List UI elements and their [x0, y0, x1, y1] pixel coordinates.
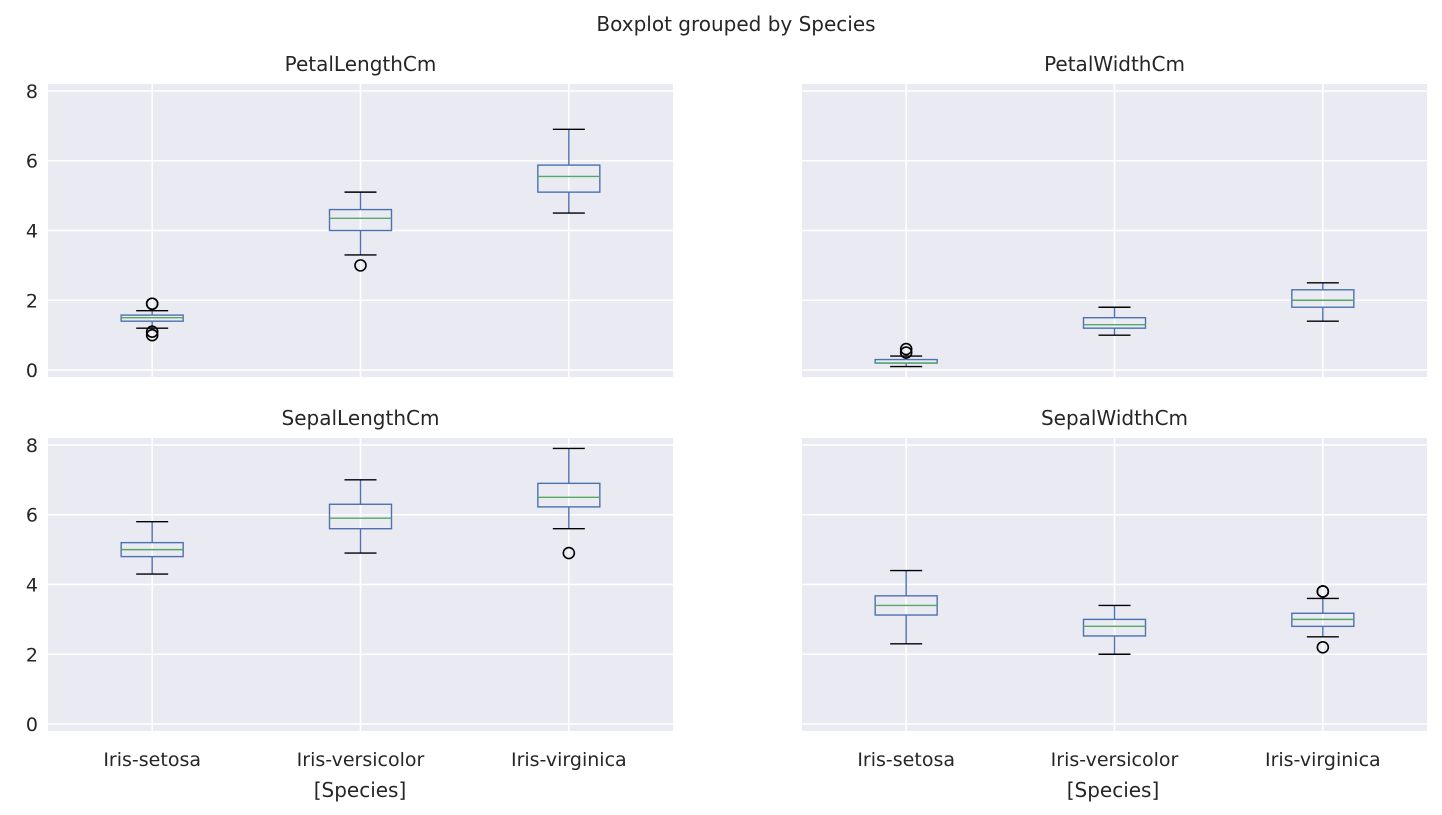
iqr-box [1291, 289, 1355, 308]
box-iris-virginica [537, 447, 601, 560]
iqr-box [328, 208, 393, 232]
outlier-point [145, 297, 159, 311]
box-iris-versicolor [328, 191, 393, 272]
box-iris-setosa [874, 342, 938, 368]
y-tick-label: 0 [26, 360, 38, 382]
x-axis-label-right: [Species] [1067, 778, 1160, 802]
box-iris-versicolor [1082, 604, 1147, 655]
box-iris-versicolor [328, 479, 393, 554]
x-axis-label-left: [Species] [314, 778, 407, 802]
subplot-title: PetalWidthCm [1044, 52, 1185, 76]
y-tick-label: 2 [26, 290, 38, 312]
outlier-point [899, 346, 913, 359]
subplot-sepallengthcm: 0 2 4 6 8 Iris-setosa Iris-versicolor Iris-virg… [26, 406, 673, 771]
box-iris-virginica [537, 128, 601, 214]
box-iris-setosa [874, 569, 938, 645]
outlier-point [1316, 640, 1330, 654]
subplot-title: SepalWidthCm [1041, 406, 1188, 430]
figure-suptitle: Boxplot grouped by Species [596, 12, 875, 36]
outlier-point [145, 325, 159, 338]
outlier-point [354, 259, 367, 272]
x-tick-label: Iris-virginica [511, 749, 627, 771]
box-iris-versicolor [1082, 306, 1147, 336]
y-tick-label: 6 [26, 151, 38, 173]
box-iris-setosa [120, 297, 184, 342]
x-tick-label: Iris-versicolor [1051, 749, 1179, 771]
iqr-box [328, 503, 393, 530]
x-tick-label: Iris-setosa [103, 749, 201, 771]
iqr-box [537, 164, 601, 193]
subplot-sepalwidthcm: Iris-setosa Iris-versicolor Iris-virginica… [802, 406, 1427, 771]
outlier-point [145, 328, 159, 342]
subplot-petalwidthcm: PetalWidthCm [802, 52, 1427, 377]
y-tick-label: 6 [26, 505, 38, 527]
y-tick-label: 0 [26, 714, 38, 736]
y-tick-label: 4 [26, 221, 38, 243]
subplot-petallengthcm: 0 2 4 6 8 PetalLengthCm [26, 52, 673, 382]
box-iris-virginica [1291, 585, 1355, 654]
x-tick-label: Iris-setosa [857, 749, 955, 771]
iqr-box [1082, 618, 1147, 637]
x-tick-label: Iris-virginica [1265, 749, 1381, 771]
outlier-point [562, 546, 576, 560]
y-tick-label: 8 [26, 81, 38, 103]
iqr-box [537, 482, 601, 508]
y-tick-label: 4 [26, 575, 38, 597]
x-tick-label: Iris-versicolor [297, 749, 425, 771]
outlier-point [899, 342, 913, 356]
y-tick-label: 8 [26, 435, 38, 457]
subplot-title: PetalLengthCm [285, 52, 437, 76]
iqr-box [1082, 317, 1147, 329]
y-tick-label: 2 [26, 644, 38, 666]
outlier-point [1316, 585, 1330, 598]
subplot-title: SepalLengthCm [282, 406, 440, 430]
box-iris-virginica [1291, 282, 1355, 322]
box-iris-setosa [120, 521, 184, 575]
